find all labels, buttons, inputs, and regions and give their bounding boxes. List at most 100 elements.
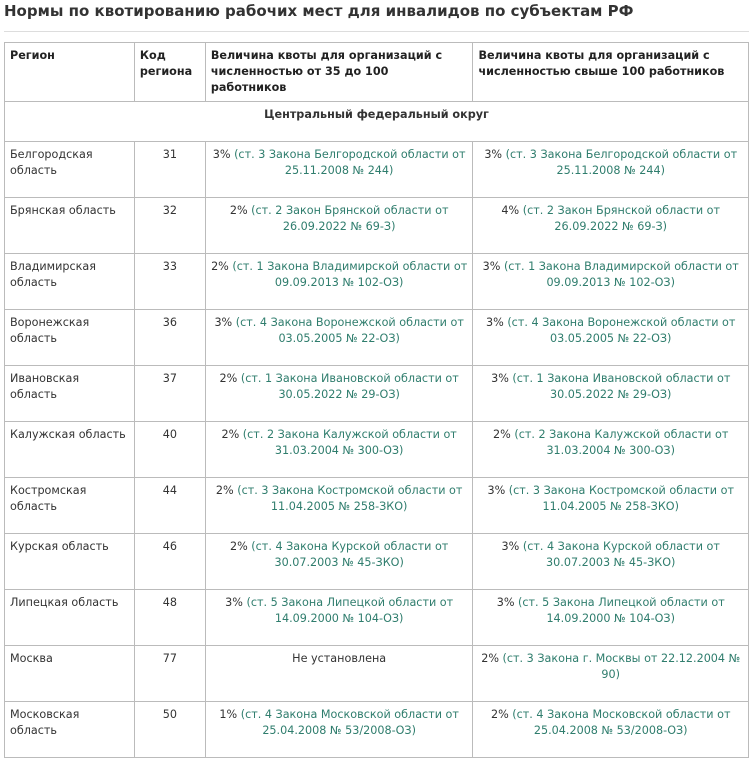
quota-value: 4% <box>501 204 520 217</box>
region-code: 77 <box>133 645 206 702</box>
quota-cell: 1% (ст. 4 Закона Московской области от 2… <box>204 701 474 758</box>
quota-cell: 2% (ст. 1 Закона Владимирской области от… <box>204 253 474 310</box>
quota-source-link[interactable]: (ст. 5 Закона Липецкой области от 14.09.… <box>518 596 725 625</box>
region-name: Липецкая область <box>4 589 135 646</box>
quota-value: 1% <box>219 708 238 721</box>
quota-source-link[interactable]: (ст. 3 Закона Костромской области от 11.… <box>237 484 463 513</box>
quota-source-link[interactable]: (ст. 4 Закона Курской области от 30.07.2… <box>522 540 720 569</box>
quota-value: 2% <box>219 372 238 385</box>
data-row: Белгородская область 31 3% (ст. 3 Закона Б… <box>4 141 749 198</box>
region-name: Костромская область <box>4 477 135 534</box>
quota-value: 3% <box>225 596 243 609</box>
quota-source-link[interactable]: (ст. 3 Закона г. Москвы от 22.12.2004 № … <box>502 652 741 681</box>
quota-cell: 2% (ст. 2 Закона Калужской области от 31… <box>204 421 474 478</box>
quota-value: 3% <box>501 540 520 553</box>
quota-value: 2% <box>229 204 248 217</box>
quota-source-link[interactable]: (ст. 4 Закона Воронежской области от 03.… <box>507 316 736 345</box>
data-row: Ивановская область 37 2% (ст. 1 Закона Ива… <box>4 365 749 422</box>
quota-cell: 3% (ст. 1 Закона Ивановской области от 3… <box>472 365 749 422</box>
quota-value: 3% <box>496 596 515 609</box>
region-name: Московская область <box>4 701 135 758</box>
header-row: Регион Код региона Величина квоты для орга… <box>4 42 749 102</box>
page-title: Нормы по квотированию рабочих мест для и… <box>4 2 634 20</box>
data-row: Брянская область 32 2% (ст. 2 Закон Брянск… <box>4 197 749 254</box>
region-code: 32 <box>133 197 206 254</box>
quota-cell: 2% (ст. 2 Закона Калужской области от 31… <box>472 421 749 478</box>
quota-value: 2% <box>229 540 248 553</box>
quota-value: 2% <box>493 428 511 441</box>
data-row: Москва 77 Не установлена 2% (ст. 3 Закона г… <box>4 645 749 702</box>
quota-cell: 3% (ст. 4 Закона Курской области от 30.0… <box>472 533 749 590</box>
region-code: 48 <box>133 589 206 646</box>
quota-source-link[interactable]: (ст. 3 Закона Белгородской области от 25… <box>505 148 738 177</box>
data-row: Костромская область 44 2% (ст. 3 Закона Ко… <box>4 477 749 534</box>
quota-source-link[interactable]: (ст. 2 Закона Калужской области от 31.03… <box>514 428 729 457</box>
quota-source-link[interactable]: (ст. 4 Закона Воронежской области от 03.… <box>235 316 464 345</box>
quota-source-link[interactable]: (ст. 4 Закона Курской области от 30.07.2… <box>251 540 449 569</box>
quota-cell: 3% (ст. 4 Закона Воронежской области от … <box>472 309 749 366</box>
region-code: 46 <box>133 533 206 590</box>
quota-cell: 3% (ст. 5 Закона Липецкой области от 14.… <box>204 589 474 646</box>
quota-cell: 2% (ст. 4 Закона Московской области от 2… <box>472 701 749 758</box>
quota-value: 3% <box>491 372 509 385</box>
region-code: 44 <box>133 477 206 534</box>
quota-value: Не установлена <box>292 652 387 665</box>
quota-source-link[interactable]: (ст. 4 Закона Московской области от 25.0… <box>512 708 731 737</box>
quota-value: 2% <box>211 260 229 273</box>
quota-value: 2% <box>481 652 499 665</box>
region-name: Калужская область <box>4 421 135 478</box>
quota-value: 3% <box>214 316 233 329</box>
region-code: 36 <box>133 309 206 366</box>
quota-cell: 4% (ст. 2 Закон Брянской области от 26.0… <box>472 197 749 254</box>
region-name: Владимирская область <box>4 253 135 310</box>
quota-cell: 3% (ст. 3 Закона Костромской области от … <box>472 477 749 534</box>
quota-source-link[interactable]: (ст. 3 Закона Белгородской области от 25… <box>234 148 466 177</box>
quota-cell: 2% (ст. 3 Закона Костромской области от … <box>204 477 474 534</box>
column-header: Величина квоты для организаций с численн… <box>204 42 474 102</box>
quota-source-link[interactable]: (ст. 2 Закона Калужской области от 31.03… <box>242 428 457 457</box>
quota-value: 3% <box>487 484 506 497</box>
quota-cell: 3% (ст. 5 Закона Липецкой области от 14.… <box>472 589 749 646</box>
quota-source-link[interactable]: (ст. 3 Закона Костромской области от 11.… <box>508 484 734 513</box>
quota-source-link[interactable]: (ст. 1 Закона Ивановской области от 30.0… <box>512 372 731 401</box>
quota-cell: 3% (ст. 4 Закона Воронежской области от … <box>204 309 474 366</box>
quota-cell: 2% (ст. 3 Закона г. Москвы от 22.12.2004… <box>472 645 749 702</box>
data-row: Воронежская область 36 3% (ст. 4 Закона Во… <box>4 309 749 366</box>
quota-table: Регион Код региона Величина квоты для орга… <box>4 42 749 758</box>
divider <box>4 31 749 32</box>
quota-cell: 2% (ст. 4 Закона Курской области от 30.0… <box>204 533 474 590</box>
data-row: Курская область 46 2% (ст. 4 Закона Курско… <box>4 533 749 590</box>
quota-source-link[interactable]: (ст. 1 Закона Владимирской области от 09… <box>503 260 739 289</box>
region-name: Белгородская область <box>4 141 135 198</box>
quota-source-link[interactable]: (ст. 1 Закона Владимирской области от 09… <box>232 260 468 289</box>
data-row: Липецкая область 48 3% (ст. 5 Закона Липец… <box>4 589 749 646</box>
quota-value: 2% <box>490 708 509 721</box>
quota-cell: 2% (ст. 2 Закон Брянской области от 26.0… <box>204 197 474 254</box>
section-title: Центральный федеральный округ <box>4 101 749 142</box>
region-name: Москва <box>4 645 135 702</box>
quota-cell: 2% (ст. 1 Закона Ивановской области от 3… <box>204 365 474 422</box>
quota-cell: 3% (ст. 3 Закона Белгородской области от… <box>472 141 749 198</box>
quota-cell: Не установлена <box>204 645 474 702</box>
data-row: Владимирская область 33 2% (ст. 1 Закона В… <box>4 253 749 310</box>
quota-cell: 3% (ст. 3 Закона Белгородской области от… <box>204 141 474 198</box>
quota-value: 3% <box>212 148 231 161</box>
quota-cell: 3% (ст. 1 Закона Владимирской области от… <box>472 253 749 310</box>
quota-value: 3% <box>484 148 503 161</box>
region-code: 40 <box>133 421 206 478</box>
quota-source-link[interactable]: (ст. 2 Закон Брянской области от 26.09.2… <box>522 204 721 233</box>
quota-source-link[interactable]: (ст. 5 Закона Липецкой области от 14.09.… <box>246 596 454 625</box>
region-name: Курская область <box>4 533 135 590</box>
column-header: Код региона <box>133 42 206 102</box>
quota-value: 3% <box>486 316 504 329</box>
region-name: Ивановская область <box>4 365 135 422</box>
quota-source-link[interactable]: (ст. 4 Закона Московской области от 25.0… <box>240 708 459 737</box>
region-code: 33 <box>133 253 206 310</box>
region-name: Воронежская область <box>4 309 135 366</box>
section-row: Центральный федеральный округ <box>4 101 749 142</box>
region-code: 37 <box>133 365 206 422</box>
region-code: 50 <box>133 701 206 758</box>
quota-source-link[interactable]: (ст. 1 Закона Ивановской области от 30.0… <box>240 372 459 401</box>
quota-source-link[interactable]: (ст. 2 Закон Брянской области от 26.09.2… <box>251 204 449 233</box>
